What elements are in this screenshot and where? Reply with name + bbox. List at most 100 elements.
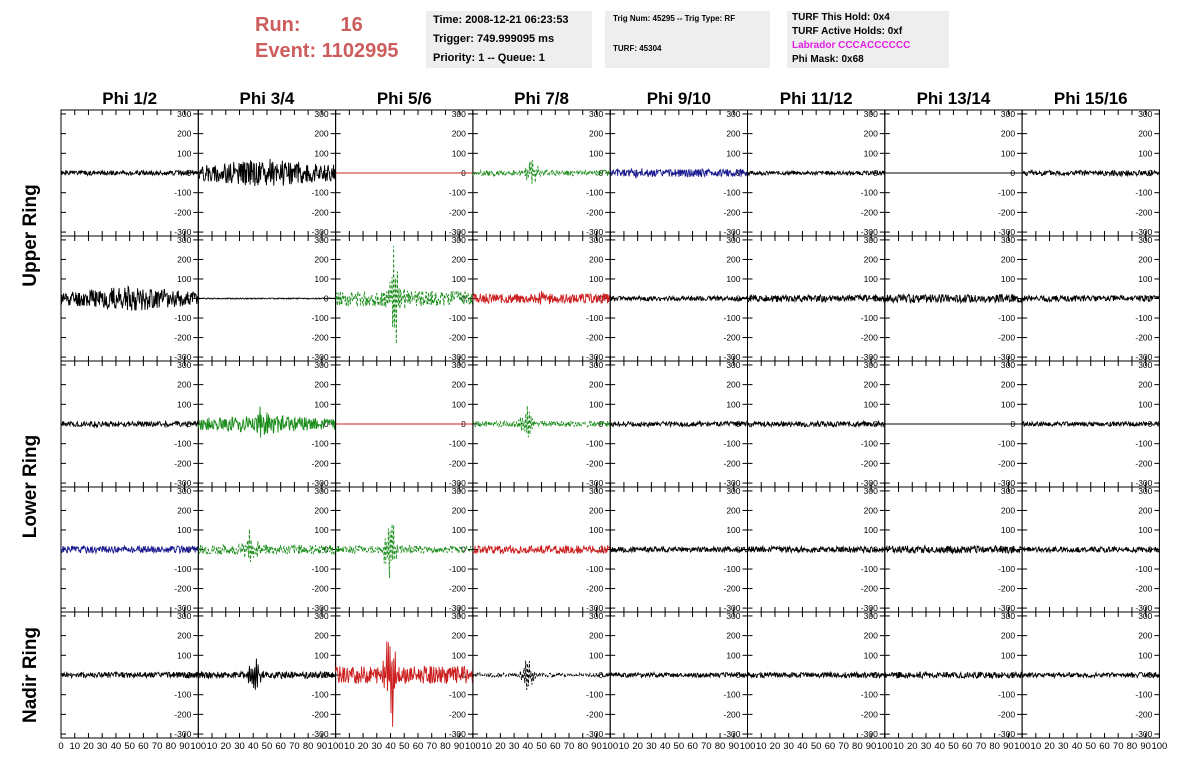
trig-num-text: Trig Num: 45295 -- Trig Type: RF (613, 14, 736, 23)
y-tick-label: -100 (998, 188, 1015, 198)
x-tick-label: 80 (577, 741, 588, 752)
y-tick-label: -100 (723, 188, 740, 198)
y-tick-label: -100 (312, 313, 329, 323)
x-tick-label: 80 (715, 741, 726, 752)
y-tick-label: 100 (314, 399, 328, 409)
y-tick-label: 100 (1138, 399, 1152, 409)
waveform-panel: -300-200-1000100200300 (335, 486, 474, 613)
x-tick-label: 30 (97, 741, 108, 752)
waveform-panel: -300-200-1000100200300 (747, 486, 886, 613)
y-tick-label: -100 (312, 690, 329, 700)
event-value: 1102995 (321, 40, 399, 62)
column-header: Phi 15/16 (1054, 89, 1128, 108)
row-label: Lower Ring (20, 435, 41, 538)
x-tick-label: 90 (1003, 741, 1014, 752)
x-tick-label: 40 (111, 741, 122, 752)
waveform-panel: -300-200-1000100200300 (335, 109, 474, 237)
waveform-trace (1021, 294, 1160, 303)
y-tick-label: -200 (861, 458, 878, 468)
x-tick-label: 80 (440, 741, 451, 752)
x-tick-label: 40 (934, 741, 945, 752)
y-tick-label: -100 (174, 188, 191, 198)
x-tick-label: 70 (701, 741, 712, 752)
y-tick-label: 100 (726, 399, 740, 409)
x-tick-label: 100 (740, 741, 756, 752)
waveform-panel: -300-200-1000100200300 (609, 611, 749, 739)
y-tick-label: -300 (861, 478, 878, 488)
x-tick-label: 70 (1113, 741, 1124, 752)
labrador-text: Labrador CCCACCCCCC (792, 40, 911, 51)
y-tick-label: -300 (586, 227, 603, 237)
y-tick-label: 100 (864, 650, 878, 660)
x-tick-label: 20 (1044, 741, 1055, 752)
y-tick-label: -100 (174, 439, 191, 449)
x-tick-label: 80 (852, 741, 863, 752)
y-tick-label: -200 (312, 458, 329, 468)
waveform-trace (335, 641, 474, 727)
y-tick-label: -200 (174, 333, 191, 343)
x-tick-label: 10 (481, 741, 492, 752)
y-tick-label: 100 (177, 525, 191, 535)
x-tick-label: 20 (495, 741, 506, 752)
x-tick-label: 30 (783, 741, 794, 752)
waveform-trace (198, 658, 337, 690)
y-tick-label: 0 (598, 670, 603, 680)
y-tick-label: 100 (726, 650, 740, 660)
waveform-trace (60, 671, 199, 680)
y-tick-label: -300 (586, 478, 603, 488)
y-tick-label: 200 (589, 254, 603, 264)
event-label: Event: (255, 40, 317, 62)
y-tick-label: 200 (177, 631, 191, 641)
y-tick-label: 200 (864, 631, 878, 641)
x-tick-label: 50 (536, 741, 547, 752)
y-tick-label: 100 (864, 525, 878, 535)
y-tick-label: 100 (1138, 525, 1152, 535)
y-tick-label: -100 (586, 439, 603, 449)
y-tick-label: -200 (861, 584, 878, 594)
y-tick-label: -100 (861, 564, 878, 574)
x-tick-label: 90 (454, 741, 465, 752)
y-tick-label: -300 (449, 478, 466, 488)
y-tick-label: -300 (1135, 227, 1152, 237)
x-tick-label: 60 (275, 741, 286, 752)
y-tick-label: -300 (998, 478, 1015, 488)
y-tick-label: -300 (174, 478, 191, 488)
y-tick-label: 100 (1001, 148, 1015, 158)
x-tick-label: 80 (989, 741, 1000, 752)
y-tick-label: -200 (586, 458, 603, 468)
y-tick-label: -200 (312, 333, 329, 343)
waveform-trace (1021, 168, 1160, 178)
column-header: Phi 13/14 (917, 89, 991, 108)
y-tick-label: -300 (723, 352, 740, 362)
waveform-trace (884, 544, 1023, 555)
y-tick-label: 100 (726, 274, 740, 284)
waveform-trace (1021, 545, 1160, 554)
y-tick-label: -100 (449, 690, 466, 700)
x-tick-label: 30 (921, 741, 932, 752)
run-value: 16 (340, 14, 363, 36)
y-tick-label: -100 (1135, 439, 1152, 449)
x-tick-label: 30 (646, 741, 657, 752)
x-tick-label: 20 (83, 741, 94, 752)
waveform-panel: -300-200-1000100200300 (335, 611, 474, 739)
y-tick-label: 200 (314, 380, 328, 390)
trigger-info-box: Trig Num: 45295 -- Trig Type: RF TURF: 4… (605, 11, 770, 68)
y-tick-label: -100 (449, 439, 466, 449)
y-tick-label: 100 (864, 274, 878, 284)
column-header: Phi 5/6 (377, 89, 432, 108)
y-tick-label: -300 (174, 227, 191, 237)
y-tick-label: -300 (998, 603, 1015, 613)
x-tick-label: 30 (509, 741, 520, 752)
y-tick-label: 200 (314, 129, 328, 139)
y-tick-label: -200 (449, 207, 466, 217)
y-tick-label: -300 (586, 603, 603, 613)
waveform-panel: -300-200-1000100200300 (60, 109, 199, 237)
y-tick-label: 200 (177, 254, 191, 264)
run-label: Run: (255, 14, 301, 36)
y-tick-label: -300 (723, 729, 740, 739)
x-tick-label: 20 (358, 741, 369, 752)
y-tick-label: 200 (452, 129, 466, 139)
y-tick-label: -300 (861, 603, 878, 613)
waveform-trace (60, 544, 199, 555)
x-tick-label: 40 (660, 741, 671, 752)
